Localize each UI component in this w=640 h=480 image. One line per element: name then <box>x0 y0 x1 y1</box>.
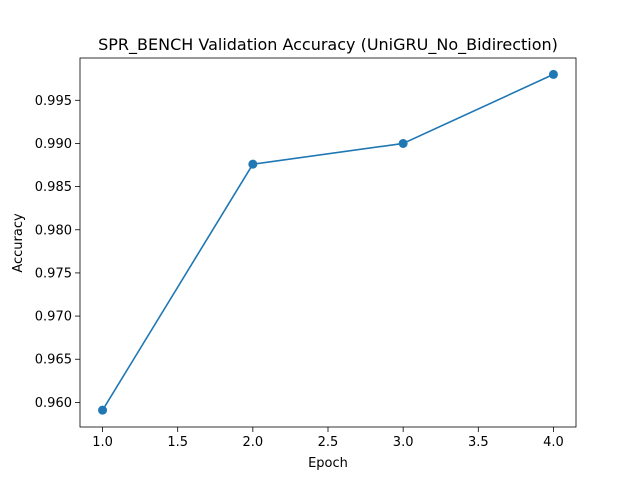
x-tick-label: 1.5 <box>167 435 188 450</box>
y-tick-label: 0.965 <box>35 353 72 368</box>
x-tick-label: 3.5 <box>468 435 489 450</box>
axes-frame <box>79 57 577 428</box>
y-tick-label: 0.960 <box>35 396 72 411</box>
x-tick-label: 3.0 <box>393 435 414 450</box>
x-tick-label: 1.0 <box>92 435 113 450</box>
y-tick-label: 0.990 <box>35 137 72 152</box>
data-point <box>248 159 258 169</box>
y-tick-label: 0.980 <box>35 223 72 238</box>
data-point <box>98 405 108 415</box>
chart-title: SPR_BENCH Validation Accuracy (UniGRU_No… <box>98 35 558 55</box>
plot-area: 1.0 1.5 2.0 2.5 3.0 3.5 4.0 0.960 0.965 0.970 0.97… <box>35 57 577 450</box>
series-line <box>101 73 554 411</box>
y-tick-label: 0.985 <box>35 180 72 195</box>
x-axis-label: Epoch <box>308 456 348 471</box>
y-tick-label: 0.975 <box>35 266 72 281</box>
x-tick-label: 4.0 <box>543 435 564 450</box>
data-point <box>548 69 558 79</box>
y-tick-label: 0.995 <box>35 94 72 109</box>
data-point <box>398 138 408 148</box>
x-tick-label: 2.5 <box>318 435 339 450</box>
y-axis-label: Accuracy <box>11 213 26 273</box>
y-tick-label: 0.970 <box>35 310 72 325</box>
x-tick-label: 2.0 <box>243 435 264 450</box>
